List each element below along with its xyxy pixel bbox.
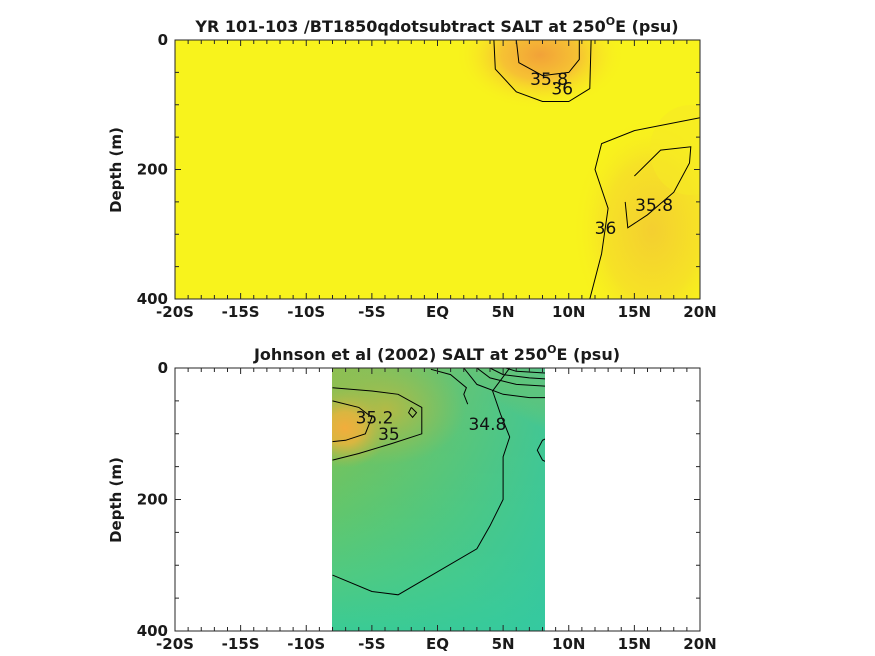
panel1-ylabel: Depth (m) bbox=[107, 127, 125, 213]
y-tick-label: 400 bbox=[137, 290, 168, 308]
x-tick-label: EQ bbox=[426, 303, 449, 321]
contour-label: 35.8 bbox=[530, 70, 568, 90]
panel2-axes: -20S -15S -10S -5S EQ 5N 10N 15N 20N 0 200 400 bbox=[137, 359, 717, 653]
contour-label: 36 bbox=[551, 80, 573, 100]
y-tick-label: 200 bbox=[137, 161, 168, 179]
x-tick-label: -15S bbox=[222, 303, 260, 321]
x-tick-label: -10S bbox=[287, 635, 325, 653]
panel2-ylabel: Depth (m) bbox=[107, 457, 125, 543]
contour-line bbox=[408, 407, 418, 419]
contour-line bbox=[430, 368, 469, 405]
contour-label: 35 bbox=[378, 425, 400, 445]
contour-label: 34.8 bbox=[468, 415, 506, 435]
contour-line bbox=[624, 146, 692, 229]
contour-line bbox=[476, 368, 545, 387]
x-tick-label: 10N bbox=[552, 303, 585, 321]
contour-line bbox=[489, 368, 545, 380]
contour-label: 35.2 bbox=[356, 408, 394, 428]
contour-line bbox=[536, 438, 545, 462]
x-tick-label: -5S bbox=[358, 303, 385, 321]
x-tick-label: -15S bbox=[222, 635, 260, 653]
contour-line bbox=[332, 387, 423, 461]
x-tick-label: 20N bbox=[683, 635, 716, 653]
panel2-plot-area: 35.235 34.8 bbox=[175, 368, 700, 631]
panel2-title: Johnson et al (2002) SALT at 250OE (psu) bbox=[253, 343, 620, 364]
x-tick-label: -20S bbox=[156, 303, 194, 321]
x-tick-label: -20S bbox=[156, 635, 194, 653]
contour-line bbox=[463, 368, 545, 399]
contour-label: 36 bbox=[595, 219, 617, 239]
contour-line bbox=[493, 40, 592, 102]
y-tick-label: 200 bbox=[137, 491, 168, 509]
x-tick-label: 5N bbox=[492, 635, 515, 653]
y-tick-label: 0 bbox=[158, 31, 168, 49]
x-tick-label: 15N bbox=[618, 635, 651, 653]
panel1-contours bbox=[493, 40, 700, 299]
contour-label: 35.8 bbox=[635, 196, 673, 216]
panel2-contour-labels: 35.235 34.8 bbox=[356, 408, 507, 445]
x-tick-label: 5N bbox=[492, 303, 515, 321]
contour-line bbox=[332, 400, 373, 443]
x-tick-label: -5S bbox=[358, 635, 385, 653]
panel2-contours bbox=[332, 368, 545, 596]
x-tick-label: EQ bbox=[426, 635, 449, 653]
x-tick-label: 20N bbox=[683, 303, 716, 321]
x-tick-label: -10S bbox=[287, 303, 325, 321]
y-tick-label: 400 bbox=[137, 622, 168, 640]
contour-line bbox=[332, 368, 511, 596]
panel1-axes: -20S -15S -10S -5S EQ 5N 10N 15N 20N 0 200 400 bbox=[137, 31, 717, 321]
contour-line bbox=[515, 40, 580, 77]
panel1-title: YR 101-103 /BT1850qdotsubtract SALT at 2… bbox=[194, 15, 678, 36]
y-tick-label: 0 bbox=[158, 359, 168, 377]
x-tick-label: 10N bbox=[552, 635, 585, 653]
x-tick-label: 15N bbox=[618, 303, 651, 321]
contour-line bbox=[589, 117, 700, 299]
